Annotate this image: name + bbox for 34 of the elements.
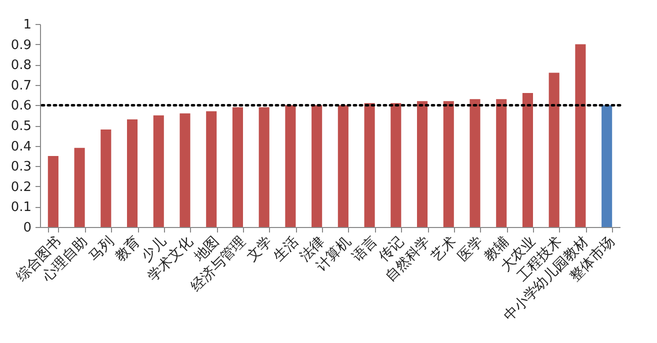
y-tick-label: 0.5 [10, 119, 32, 134]
y-tick-label: 1 [23, 18, 32, 32]
bar [127, 119, 138, 227]
bar [575, 44, 586, 227]
bar [470, 99, 480, 227]
bar [258, 107, 270, 227]
x-tick-label: 文学 [244, 234, 276, 265]
y-tick-label: 0.1 [10, 200, 32, 216]
bar [417, 101, 428, 227]
bar [602, 105, 612, 227]
bar [364, 103, 375, 227]
bar [496, 99, 507, 227]
y-tick-label: 0.9 [10, 38, 32, 53]
bar [74, 148, 85, 227]
bar [206, 111, 217, 227]
y-tick-label: 0.3 [10, 160, 32, 175]
bar [390, 103, 402, 227]
y-tick-label: 0 [23, 220, 32, 236]
bar [312, 105, 322, 227]
y-tick-label: 0.8 [10, 58, 32, 74]
bar [48, 156, 58, 227]
bar [180, 113, 190, 227]
bar [443, 101, 454, 227]
y-tick-label: 0.7 [10, 78, 32, 94]
bar [548, 72, 560, 227]
y-tick-label: 0.4 [10, 139, 32, 154]
bar [100, 130, 112, 227]
y-tick-label: 0.6 [10, 98, 32, 114]
y-tick-label: 0.2 [10, 180, 32, 195]
bar [522, 93, 533, 227]
bar [232, 107, 243, 227]
bar [338, 105, 348, 227]
bar [153, 115, 164, 227]
bar [285, 105, 296, 227]
